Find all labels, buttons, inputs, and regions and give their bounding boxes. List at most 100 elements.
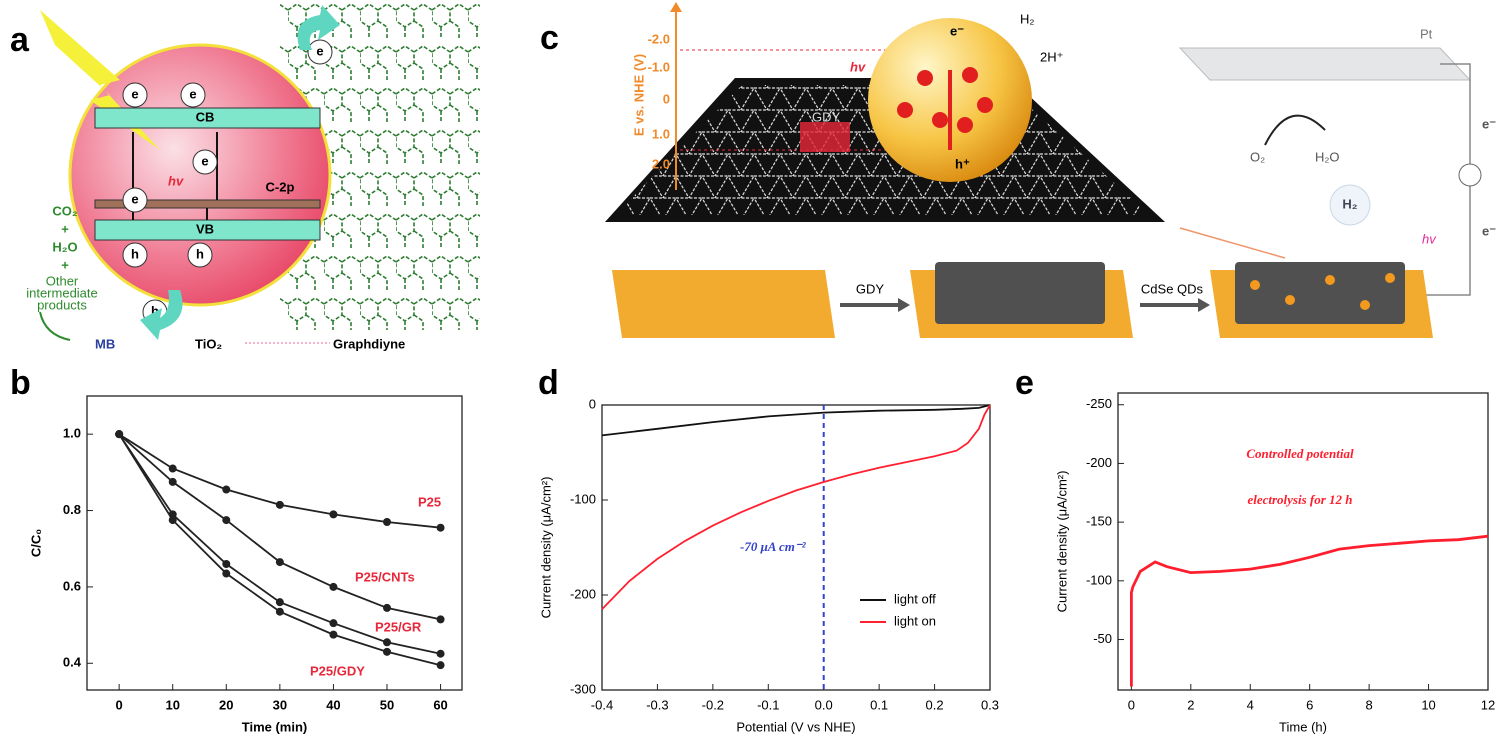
band-label: CB	[196, 109, 215, 124]
y-tick-label: -200	[1086, 455, 1112, 470]
carrier-label: e	[201, 153, 208, 168]
point	[436, 649, 445, 658]
series-label: P25/CNTs	[355, 569, 415, 584]
series-line	[601, 404, 991, 437]
x-tick-label: 10	[1421, 697, 1435, 712]
axis-arrow	[670, 2, 682, 12]
x-tick-label: -0.2	[702, 697, 724, 712]
zoom-arrow	[1179, 227, 1286, 259]
h2o-label: H₂O	[1315, 149, 1340, 164]
atom	[962, 67, 978, 83]
carrier	[307, 39, 333, 65]
point	[275, 500, 284, 509]
carrier-label: e	[189, 86, 196, 101]
circuit	[1380, 63, 1471, 296]
x-tick-label: 8	[1366, 697, 1373, 712]
point	[222, 485, 231, 494]
step-arrow	[1198, 298, 1210, 312]
potential-labels: -2.0 -1.0 0 1.0 2.0	[648, 31, 670, 171]
carrier-label: h	[151, 303, 159, 318]
x-tick-label: 6	[1306, 697, 1313, 712]
atom	[897, 102, 913, 118]
pt-electrode	[1178, 47, 1472, 81]
x-tick-label: 20	[219, 697, 233, 712]
axis-label: E vs. NHE (V)	[631, 54, 646, 136]
panel-label: d	[538, 364, 559, 402]
series-label: P25/GR	[375, 619, 422, 634]
y-tick-label: -200	[570, 586, 596, 601]
potential-label: 2.0	[652, 156, 670, 171]
x-axis-label: Time (h)	[1279, 719, 1327, 734]
qd	[1325, 275, 1335, 285]
point	[383, 518, 391, 526]
reactant-label: intermediate	[26, 285, 98, 300]
carrier	[122, 82, 148, 108]
point	[168, 477, 177, 486]
hv-label: hv	[850, 59, 866, 74]
reaction-arrow	[1264, 114, 1326, 146]
point	[168, 464, 177, 473]
y-tick-label: 0	[589, 396, 596, 411]
hv-label: hv	[1422, 231, 1437, 246]
gdy-label: GDY	[812, 109, 841, 124]
carrier	[122, 187, 148, 213]
x-tick-label: 60	[433, 697, 447, 712]
carrier	[180, 82, 206, 108]
pt-label: Pt	[1420, 26, 1433, 41]
atom	[917, 70, 933, 86]
x-tick-label: 2	[1187, 697, 1194, 712]
carrier-label: e	[131, 191, 138, 206]
point	[115, 430, 124, 439]
h2-bubble	[1329, 184, 1371, 226]
legend-label: light off	[894, 591, 936, 606]
carrier-label: h	[196, 246, 204, 261]
point	[222, 516, 231, 525]
plot-frame	[601, 404, 991, 691]
h2-label: H₂	[1342, 196, 1357, 211]
proton-label: 2H⁺	[1040, 49, 1063, 64]
reactant-label: +	[61, 221, 69, 236]
cb-band	[94, 107, 321, 129]
electron-label: e⁻	[950, 23, 964, 38]
product-arrow	[39, 311, 71, 341]
tio2-label: TiO₂	[195, 336, 222, 351]
potential-label: 0	[663, 91, 670, 106]
substrate	[612, 270, 835, 338]
point	[436, 615, 445, 624]
reactant-label: H₂O	[52, 239, 77, 254]
series-line	[118, 433, 441, 621]
point	[436, 661, 445, 670]
x-tick-label: 30	[273, 697, 287, 712]
point	[329, 619, 338, 628]
gdy-layer	[1235, 262, 1405, 324]
y-tick-label: 0.8	[63, 502, 81, 517]
carrier	[122, 242, 148, 268]
x-axis-label: Potential (V vs NHE)	[736, 719, 855, 734]
x-tick-label: 0.0	[815, 697, 833, 712]
meter	[1458, 163, 1482, 187]
graphdiyne-label: Graphdiyne	[333, 336, 405, 351]
transfer-arrow	[297, 5, 340, 50]
y-tick-label: 0.4	[63, 655, 82, 670]
y-tick-label: -100	[1086, 572, 1112, 587]
x-tick-label: 0	[1128, 697, 1135, 712]
x-tick-label: 40	[326, 697, 340, 712]
atom	[957, 117, 973, 133]
point	[275, 558, 284, 567]
plot-frame	[86, 395, 463, 691]
mb-label: MB	[95, 336, 115, 351]
point	[275, 598, 284, 607]
hole-label: h⁺	[955, 156, 970, 171]
x-tick-label: 0.1	[870, 697, 888, 712]
y-tick-label: -50	[1093, 631, 1112, 646]
level-label: C-2p	[266, 179, 295, 194]
annotation: electrolysis for 12 h	[1247, 492, 1352, 507]
panel-label: e	[1015, 364, 1034, 402]
point	[436, 523, 445, 532]
series-line	[118, 433, 441, 529]
point	[329, 582, 338, 591]
series-line	[601, 404, 991, 610]
y-axis-label: Current density (μA/cm²)	[538, 477, 553, 619]
qd	[1385, 273, 1395, 283]
